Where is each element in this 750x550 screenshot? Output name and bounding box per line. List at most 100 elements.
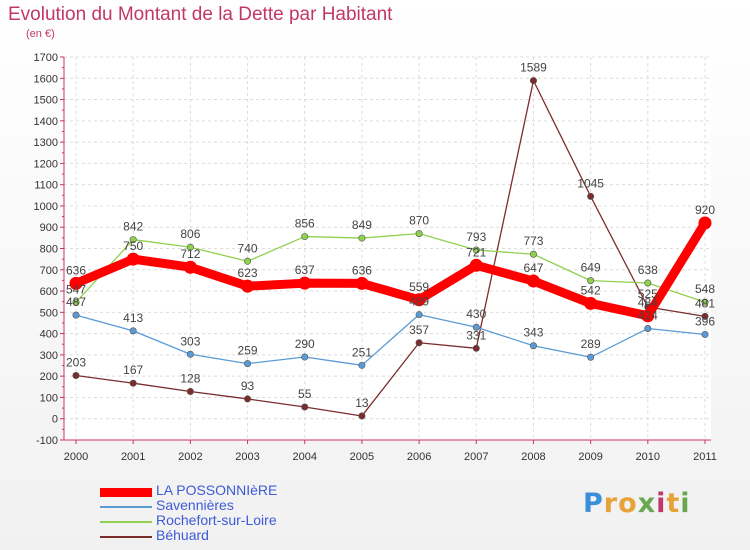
x-tick-label: 2003 bbox=[235, 451, 259, 463]
data-label: 559 bbox=[409, 280, 429, 294]
data-label: 920 bbox=[695, 203, 715, 217]
data-label: 856 bbox=[295, 217, 315, 231]
data-label: 396 bbox=[695, 314, 715, 328]
data-point bbox=[183, 260, 197, 274]
data-point bbox=[472, 344, 480, 352]
data-point bbox=[415, 339, 423, 347]
data-point bbox=[701, 298, 709, 306]
data-label: 13 bbox=[355, 396, 369, 410]
data-point bbox=[526, 274, 540, 288]
x-tick-label: 2004 bbox=[292, 451, 316, 463]
y-tick-label: 0 bbox=[52, 414, 58, 426]
data-point bbox=[644, 325, 652, 333]
series-line-3 bbox=[75, 79, 706, 417]
data-point bbox=[641, 309, 655, 323]
data-point bbox=[472, 246, 480, 254]
data-label: 55 bbox=[298, 387, 312, 401]
x-tick-label: 2009 bbox=[578, 451, 602, 463]
data-label: 750 bbox=[123, 239, 143, 253]
x-tick-label: 2007 bbox=[464, 451, 488, 463]
data-point bbox=[412, 293, 426, 307]
data-label: 413 bbox=[123, 311, 143, 325]
data-point bbox=[241, 279, 255, 293]
data-point bbox=[358, 361, 366, 369]
data-point bbox=[72, 372, 80, 380]
data-label: 357 bbox=[409, 323, 429, 337]
logo-letter: P bbox=[583, 488, 604, 519]
data-point bbox=[126, 252, 140, 266]
data-label: 649 bbox=[581, 261, 601, 275]
data-point bbox=[415, 230, 423, 238]
data-label: 740 bbox=[238, 241, 258, 255]
data-point bbox=[72, 311, 80, 319]
data-label: 331 bbox=[466, 328, 486, 342]
data-label: 712 bbox=[180, 247, 200, 261]
data-label: 343 bbox=[523, 326, 543, 340]
proxiti-logo: Proxiti bbox=[583, 488, 691, 519]
logo-letter: x bbox=[637, 488, 657, 519]
data-point bbox=[301, 353, 309, 361]
data-point bbox=[244, 395, 252, 403]
data-label: 487 bbox=[66, 295, 86, 309]
legend-label: Béhuard bbox=[156, 527, 209, 543]
y-tick-label: 1500 bbox=[34, 95, 58, 107]
x-tick-label: 2011 bbox=[693, 451, 717, 463]
y-tick-label: 1700 bbox=[34, 52, 58, 64]
data-label: 259 bbox=[238, 344, 258, 358]
logo-letter: t bbox=[666, 488, 681, 519]
data-label: 636 bbox=[352, 263, 372, 277]
data-point bbox=[529, 77, 537, 85]
logo-letter: r bbox=[603, 488, 619, 519]
data-point bbox=[244, 360, 252, 368]
data-label: 1589 bbox=[520, 61, 547, 75]
data-label: 806 bbox=[180, 227, 200, 241]
data-point bbox=[129, 379, 137, 387]
data-label: 481 bbox=[695, 296, 715, 310]
y-tick-label: 100 bbox=[40, 392, 58, 404]
data-point bbox=[358, 412, 366, 420]
data-point bbox=[587, 277, 595, 285]
data-point bbox=[186, 350, 194, 358]
logo-letter: o bbox=[618, 488, 638, 519]
y-tick-label: 400 bbox=[40, 329, 58, 341]
data-point bbox=[129, 327, 137, 335]
data-point bbox=[644, 279, 652, 287]
data-label: 636 bbox=[66, 263, 86, 277]
data-label: 548 bbox=[695, 282, 715, 296]
data-label: 484 bbox=[638, 296, 658, 310]
y-tick-label: 1100 bbox=[34, 180, 58, 192]
legend-label: Rochefort-sur-Loire bbox=[156, 512, 277, 528]
data-label: 870 bbox=[409, 214, 429, 228]
data-label: 290 bbox=[295, 337, 315, 351]
line-chart: -100 0 100 200 300 400 500 600 700 800 900 1000 1100… bbox=[34, 52, 717, 463]
data-point bbox=[186, 387, 194, 395]
x-tick-label: 2001 bbox=[121, 451, 145, 463]
chart-title: Evolution du Montant de la Dette par Hab… bbox=[8, 4, 393, 25]
data-point bbox=[358, 234, 366, 242]
series-line-2 bbox=[75, 232, 706, 303]
legend-swatch bbox=[100, 521, 152, 523]
data-label: 128 bbox=[180, 371, 200, 385]
data-point bbox=[129, 236, 137, 244]
data-label: 93 bbox=[241, 379, 255, 393]
data-label: 721 bbox=[466, 245, 486, 259]
data-point bbox=[529, 250, 537, 258]
data-label: 773 bbox=[523, 234, 543, 248]
y-tick-label: 900 bbox=[40, 222, 58, 234]
data-label: 793 bbox=[466, 230, 486, 244]
series-line-0 bbox=[74, 220, 709, 321]
data-point bbox=[587, 192, 595, 200]
data-point bbox=[72, 298, 80, 306]
data-label: 547 bbox=[66, 282, 86, 296]
legend-swatch bbox=[100, 506, 152, 508]
y-tick-label: 1200 bbox=[34, 158, 58, 170]
x-tick-label: 2002 bbox=[178, 451, 202, 463]
data-point bbox=[301, 403, 309, 411]
y-tick-label: 1000 bbox=[34, 201, 58, 213]
legend-label: LA POSSONNIèRE bbox=[156, 482, 278, 498]
data-label: 251 bbox=[352, 345, 372, 359]
series-line-1 bbox=[75, 314, 706, 366]
data-point bbox=[415, 311, 423, 319]
y-tick-label: 300 bbox=[40, 350, 58, 362]
